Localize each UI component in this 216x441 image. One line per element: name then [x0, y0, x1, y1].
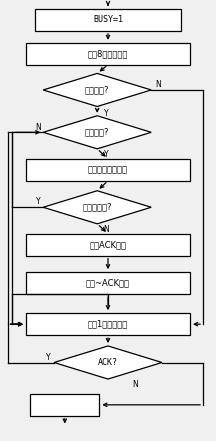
FancyBboxPatch shape	[26, 159, 190, 181]
Text: 接收一个字节数据: 接收一个字节数据	[88, 165, 128, 174]
Polygon shape	[43, 116, 151, 149]
Text: 地址相等?: 地址相等?	[85, 86, 110, 94]
Polygon shape	[54, 346, 162, 379]
FancyBboxPatch shape	[35, 9, 181, 31]
Text: 接收数据?: 接收数据?	[85, 128, 110, 137]
Polygon shape	[43, 73, 151, 106]
Text: Y: Y	[103, 150, 108, 159]
Text: Y: Y	[35, 198, 40, 206]
Text: 发送1个字节数据: 发送1个字节数据	[88, 320, 128, 329]
FancyBboxPatch shape	[26, 43, 190, 65]
FancyBboxPatch shape	[30, 394, 99, 416]
Text: N: N	[155, 80, 160, 89]
Text: Y: Y	[103, 108, 108, 118]
Text: BUSY=1: BUSY=1	[93, 15, 123, 24]
Text: 发送~ACK信号: 发送~ACK信号	[86, 279, 130, 288]
FancyBboxPatch shape	[26, 272, 190, 294]
Text: 发送ACK信号: 发送ACK信号	[89, 240, 127, 249]
Text: ACK?: ACK?	[98, 358, 118, 367]
Polygon shape	[43, 191, 151, 224]
FancyBboxPatch shape	[26, 234, 190, 256]
Text: Y: Y	[46, 353, 51, 362]
Text: N: N	[132, 380, 138, 389]
Text: 接收8位地址数据: 接收8位地址数据	[88, 49, 128, 58]
Text: 数据已读完?: 数据已读完?	[83, 203, 112, 212]
Text: N: N	[103, 225, 109, 234]
FancyBboxPatch shape	[26, 313, 190, 335]
Text: N: N	[35, 123, 41, 131]
